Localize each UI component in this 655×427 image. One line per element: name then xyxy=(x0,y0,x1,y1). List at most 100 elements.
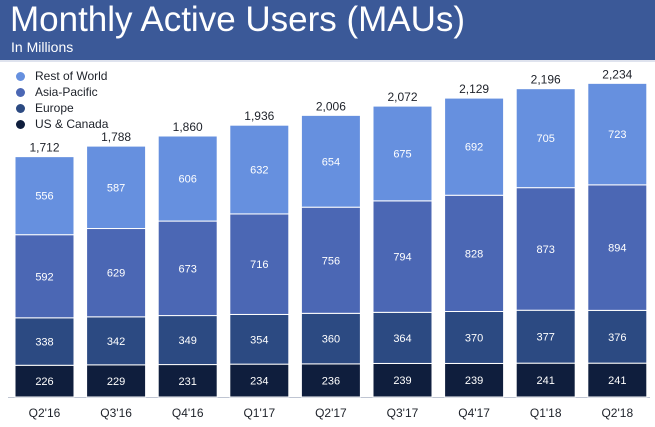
legend-label: Europe xyxy=(35,101,74,115)
data-label: 587 xyxy=(107,182,125,194)
x-tick-label: Q3'16 xyxy=(100,406,132,420)
x-tick-label: Q2'18 xyxy=(601,406,633,420)
data-label: 364 xyxy=(393,333,411,345)
bar-total-label: 2,196 xyxy=(531,73,561,87)
data-label: 673 xyxy=(179,263,197,275)
data-label: 234 xyxy=(250,376,268,388)
bar-total-label: 1,788 xyxy=(101,130,131,144)
bar-segment-rest-of-world xyxy=(157,135,218,222)
data-label: 342 xyxy=(107,336,125,348)
data-label: 231 xyxy=(179,376,197,388)
data-label: 377 xyxy=(537,332,555,344)
bar-segment-us-canada xyxy=(229,363,290,398)
data-label: 241 xyxy=(608,375,626,387)
bar-total-label: 1,712 xyxy=(29,141,59,155)
legend-label: US & Canada xyxy=(35,117,109,131)
x-tick-label: Q2'17 xyxy=(315,406,347,420)
bar-segment-europe xyxy=(300,312,361,365)
data-label: 338 xyxy=(35,337,53,349)
bar-segment-asia-pacific xyxy=(86,228,147,318)
bar-segment-rest-of-world xyxy=(587,82,648,186)
x-tick-label: Q4'17 xyxy=(458,406,490,420)
bar-segment-asia-pacific xyxy=(229,213,290,315)
data-label: 229 xyxy=(107,376,125,388)
bar-total-label: 1,936 xyxy=(244,109,274,123)
header-banner: Monthly Active Users (MAUs) In Millions xyxy=(0,0,655,60)
bar-segment-rest-of-world xyxy=(14,156,75,236)
legend-swatch xyxy=(16,87,25,97)
legend-item: Europe xyxy=(16,100,108,116)
data-label: 828 xyxy=(465,248,483,260)
header-divider xyxy=(0,60,655,62)
data-label: 873 xyxy=(537,244,555,256)
data-label: 894 xyxy=(608,243,626,255)
bar-total-label: 2,006 xyxy=(316,99,346,113)
bar-segment-europe xyxy=(86,316,147,366)
data-label: 360 xyxy=(322,334,340,346)
legend-swatch xyxy=(16,119,25,129)
data-label: 241 xyxy=(537,375,555,387)
data-label: 705 xyxy=(537,133,555,145)
legend-item: Rest of World xyxy=(16,68,108,84)
bar-total-label: 1,860 xyxy=(173,120,203,134)
page-title: Monthly Active Users (MAUs) xyxy=(10,0,466,39)
bar-segment-europe xyxy=(157,315,218,366)
legend-label: Asia-Pacific xyxy=(35,85,98,99)
data-label: 675 xyxy=(393,148,411,160)
bar-segment-us-canada xyxy=(86,364,147,398)
data-label: 239 xyxy=(465,375,483,387)
bar-segment-rest-of-world xyxy=(444,97,505,196)
data-label: 756 xyxy=(322,255,340,267)
data-label: 226 xyxy=(35,376,53,388)
data-label: 236 xyxy=(322,375,340,387)
bar-segment-us-canada xyxy=(157,364,218,398)
bar-segment-asia-pacific xyxy=(515,187,576,311)
data-label: 556 xyxy=(35,191,53,203)
bar-segment-rest-of-world xyxy=(229,124,290,215)
data-label: 716 xyxy=(250,259,268,271)
bar-total-label: 2,129 xyxy=(459,82,489,96)
x-tick-label: Q2'16 xyxy=(29,406,61,420)
bar-segment-rest-of-world xyxy=(515,88,576,189)
data-label: 376 xyxy=(608,332,626,344)
data-label: 723 xyxy=(608,129,626,141)
data-label: 349 xyxy=(179,335,197,347)
bar-segment-europe xyxy=(515,309,576,364)
data-label: 354 xyxy=(250,334,268,346)
legend-label: Rest of World xyxy=(35,69,108,83)
data-label: 592 xyxy=(35,271,53,283)
chart-legend: Rest of World Asia-Pacific Europe US & Cana… xyxy=(16,68,108,132)
bar-segment-asia-pacific xyxy=(14,234,75,319)
x-tick-label: Q3'17 xyxy=(387,406,419,420)
bar-segment-rest-of-world xyxy=(86,145,147,230)
bar-segment-asia-pacific xyxy=(372,200,433,313)
data-label: 794 xyxy=(393,252,411,264)
bar-segment-asia-pacific xyxy=(444,194,505,312)
bar-segment-asia-pacific xyxy=(157,220,218,317)
data-label: 629 xyxy=(107,268,125,280)
legend-swatch xyxy=(16,103,25,113)
x-tick-label: Q4'16 xyxy=(172,406,204,420)
bar-total-label: 2,234 xyxy=(602,67,632,81)
bar-segment-us-canada xyxy=(587,362,648,398)
x-tick-label: Q1'17 xyxy=(243,406,275,420)
data-label: 239 xyxy=(393,375,411,387)
bar-segment-europe xyxy=(444,310,505,364)
data-label: 370 xyxy=(465,332,483,344)
data-label: 692 xyxy=(465,142,483,154)
mau-stacked-bar-chart: 226 338 592 556 1,712 Q2'16 229 342 629 587 1,788 Q… xyxy=(8,67,650,420)
legend-item: US & Canada xyxy=(16,116,108,132)
bar-segment-rest-of-world xyxy=(300,114,361,208)
bar-segment-asia-pacific xyxy=(587,184,648,311)
data-label: 632 xyxy=(250,165,268,177)
data-label: 654 xyxy=(322,156,340,168)
data-label: 606 xyxy=(179,174,197,186)
legend-item: Asia-Pacific xyxy=(16,84,108,100)
legend-swatch xyxy=(16,71,25,81)
bar-total-label: 2,072 xyxy=(387,90,417,104)
x-tick-label: Q1'18 xyxy=(530,406,562,420)
bar-segment-asia-pacific xyxy=(300,206,361,314)
bar-segment-rest-of-world xyxy=(372,105,433,202)
page-subtitle: In Millions xyxy=(11,39,74,55)
bar-segment-europe xyxy=(229,313,290,365)
